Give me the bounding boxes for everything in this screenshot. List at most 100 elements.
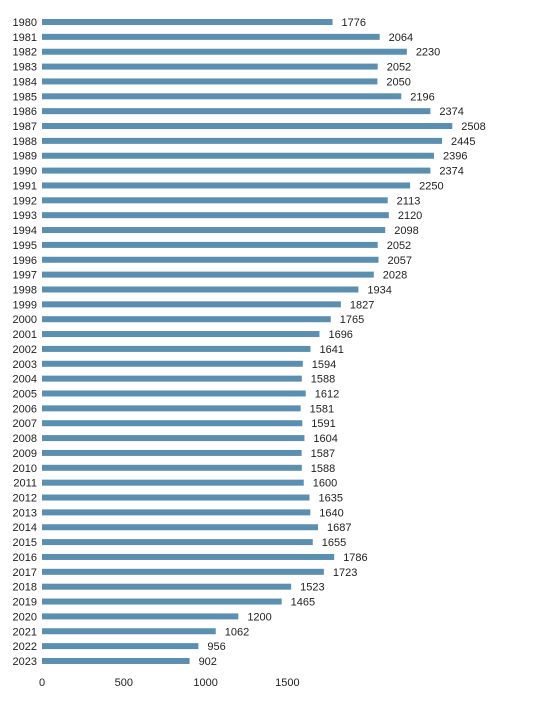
data-label: 2374 [439, 166, 463, 178]
y-tick-label: 2014 [13, 522, 37, 534]
bar [42, 19, 333, 25]
x-tick-label: 1000 [193, 677, 217, 689]
y-tick-label: 2017 [13, 567, 37, 579]
y-tick-label: 1985 [13, 91, 37, 103]
bar [42, 123, 453, 130]
data-label: 2064 [389, 32, 413, 44]
bar [42, 271, 374, 278]
y-tick-label: 2005 [13, 389, 37, 401]
y-tick-label: 1989 [13, 151, 37, 163]
bar [42, 227, 386, 234]
bar [42, 613, 239, 620]
bar [42, 464, 302, 471]
data-label: 2028 [383, 270, 407, 282]
data-label: 1588 [311, 463, 335, 475]
bar [42, 598, 282, 605]
bar [42, 182, 411, 189]
bar [42, 212, 389, 219]
y-tick-label: 1982 [13, 47, 37, 59]
bar [42, 494, 310, 501]
data-label: 1588 [311, 374, 335, 386]
data-label: 2098 [394, 225, 418, 237]
y-tick-label: 1999 [13, 299, 37, 311]
data-label: 1200 [247, 611, 271, 623]
bar [42, 137, 443, 144]
bar [42, 509, 311, 516]
bar [42, 583, 292, 590]
y-tick-label: 1988 [13, 136, 37, 148]
labels-layer: 1980 1776 1981 2064 1982 2230 1983 2052 1984 2050… [13, 17, 486, 668]
y-tick-label: 1983 [13, 62, 37, 74]
bar [42, 643, 199, 650]
bar [42, 63, 378, 70]
bar [42, 286, 359, 293]
bar [42, 435, 305, 442]
y-tick-label: 1986 [13, 106, 37, 118]
bar [42, 553, 335, 560]
y-tick-label: 1998 [13, 284, 37, 296]
y-tick-label: 2018 [13, 582, 37, 594]
data-label: 1600 [313, 478, 337, 490]
data-label: 1640 [319, 507, 343, 519]
y-tick-label: 2012 [13, 493, 37, 505]
y-tick-label: 1995 [13, 240, 37, 252]
bar [42, 256, 379, 263]
bar [42, 524, 318, 531]
y-tick-label: 1980 [13, 17, 37, 29]
data-label: 2374 [439, 106, 463, 118]
data-label: 1581 [310, 403, 334, 415]
bar [42, 539, 313, 546]
data-label: 1587 [311, 448, 335, 460]
data-label: 1465 [291, 597, 315, 609]
bar [42, 405, 301, 412]
y-tick-label: 1994 [13, 225, 37, 237]
data-label: 1523 [300, 582, 324, 594]
bar [42, 152, 434, 159]
y-tick-label: 2010 [13, 463, 37, 475]
y-tick-label: 2020 [13, 611, 37, 623]
bar [42, 301, 341, 308]
bar [42, 360, 303, 367]
x-tick-label: 500 [115, 677, 133, 689]
data-label: 1641 [319, 344, 343, 356]
y-tick-label: 2006 [13, 403, 37, 415]
y-tick-label: 1987 [13, 121, 37, 133]
y-tick-label: 2023 [13, 656, 37, 668]
bar [42, 657, 190, 664]
data-label: 1635 [318, 493, 342, 505]
data-label: 1655 [322, 537, 346, 549]
data-label: 1786 [343, 552, 367, 564]
y-tick-label: 1991 [13, 180, 37, 192]
y-tick-label: 2007 [13, 418, 37, 430]
bar [42, 78, 378, 85]
bar [42, 345, 311, 352]
bar [42, 108, 431, 115]
data-label: 1723 [333, 567, 357, 579]
bars-layer [42, 19, 453, 664]
data-label: 956 [207, 641, 225, 653]
y-tick-label: 1992 [13, 195, 37, 207]
y-tick-label: 2002 [13, 344, 37, 356]
data-label: 2196 [410, 91, 434, 103]
y-tick-label: 2008 [13, 433, 37, 445]
bar [42, 33, 380, 40]
y-tick-label: 2021 [13, 626, 37, 638]
bar [42, 375, 302, 382]
data-label: 2230 [416, 47, 440, 59]
data-label: 2445 [451, 136, 475, 148]
data-label: 2396 [443, 151, 467, 163]
data-label: 1594 [312, 359, 336, 371]
bar [42, 479, 304, 486]
y-tick-label: 1993 [13, 210, 37, 222]
y-tick-label: 2019 [13, 597, 37, 609]
data-label: 2050 [386, 76, 410, 88]
data-label: 2052 [387, 240, 411, 252]
x-tick-label: 1500 [275, 677, 299, 689]
y-tick-label: 2022 [13, 641, 37, 653]
bar [42, 197, 388, 204]
y-tick-label: 2013 [13, 507, 37, 519]
data-label: 1765 [340, 314, 364, 326]
bar [42, 316, 331, 323]
x-axis: 0 500 1000 1500 [39, 677, 300, 689]
data-label: 2052 [387, 62, 411, 74]
